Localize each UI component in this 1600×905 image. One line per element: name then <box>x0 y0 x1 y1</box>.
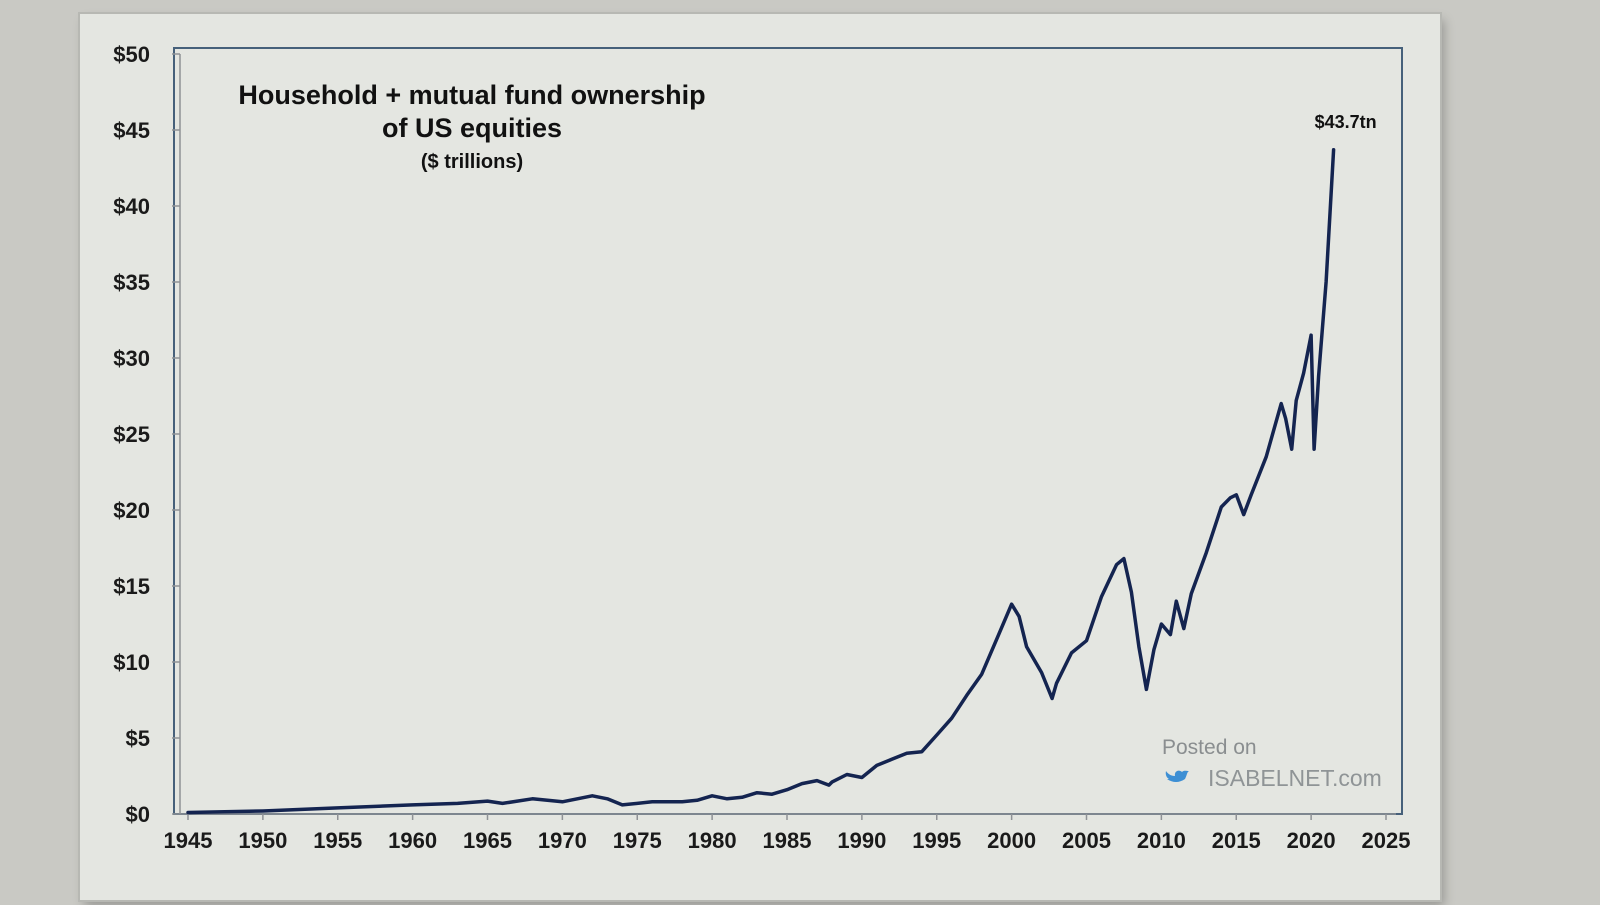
x-tick-label: 2000 <box>987 828 1036 853</box>
x-axis-ticks: 1945 1950 1955 1960 1965 1970 1975 1980 1985 1990… <box>164 814 1411 853</box>
y-tick-label: $25 <box>113 422 150 447</box>
watermark-site-text: ISABELNET.com <box>1208 765 1382 791</box>
plot-frame <box>173 47 1403 815</box>
line-chart: $0 $5 $10 $15 $20 $25 $30 $35 $40 $45 $50 1945 1950… <box>113 42 1411 853</box>
series-layer <box>186 148 1336 815</box>
x-tick-label: 1975 <box>613 828 662 853</box>
x-tick-label: 1980 <box>688 828 737 853</box>
y-tick-label: $30 <box>113 346 150 371</box>
x-tick-label: 1945 <box>164 828 213 853</box>
x-tick-label: 1950 <box>238 828 287 853</box>
x-tick-label: 2010 <box>1137 828 1186 853</box>
y-tick-label: $20 <box>113 498 150 523</box>
y-tick-label: $50 <box>113 42 150 67</box>
x-tick-label: 1990 <box>837 828 886 853</box>
x-tick-label: 1955 <box>313 828 362 853</box>
x-tick-label: 1965 <box>463 828 512 853</box>
x-tick-label: 1970 <box>538 828 587 853</box>
y-axis-ticks: $0 $5 $10 $15 $20 $25 $30 $35 $40 $45 $50 <box>113 42 180 827</box>
x-tick-label: 1960 <box>388 828 437 853</box>
x-tick-label: 1995 <box>912 828 961 853</box>
series-line <box>186 148 1336 815</box>
chart-title-line-1: Household + mutual fund ownership <box>238 80 705 110</box>
x-tick-label: 2020 <box>1287 828 1336 853</box>
y-tick-label: $5 <box>126 726 150 751</box>
y-tick-label: $40 <box>113 194 150 219</box>
y-tick-label: $10 <box>113 650 150 675</box>
y-tick-label: $0 <box>126 802 150 827</box>
x-tick-label: 2015 <box>1212 828 1261 853</box>
watermark-posted-text: Posted on <box>1162 736 1257 759</box>
peak-value-label: $43.7tn <box>1315 112 1377 132</box>
x-tick-label: 2005 <box>1062 828 1111 853</box>
y-tick-label: $35 <box>113 270 150 295</box>
y-tick-label: $45 <box>113 118 150 143</box>
x-tick-label: 1985 <box>763 828 812 853</box>
x-tick-label: 2025 <box>1362 828 1411 853</box>
y-tick-label: $15 <box>113 574 150 599</box>
twitter-bird-icon <box>1165 770 1189 782</box>
chart-subtitle: ($ trillions) <box>421 151 523 173</box>
screen-background: $0 $5 $10 $15 $20 $25 $30 $35 $40 $45 $50 1945 1950… <box>80 14 1440 900</box>
chart-title-line-2: of US equities <box>382 113 562 143</box>
